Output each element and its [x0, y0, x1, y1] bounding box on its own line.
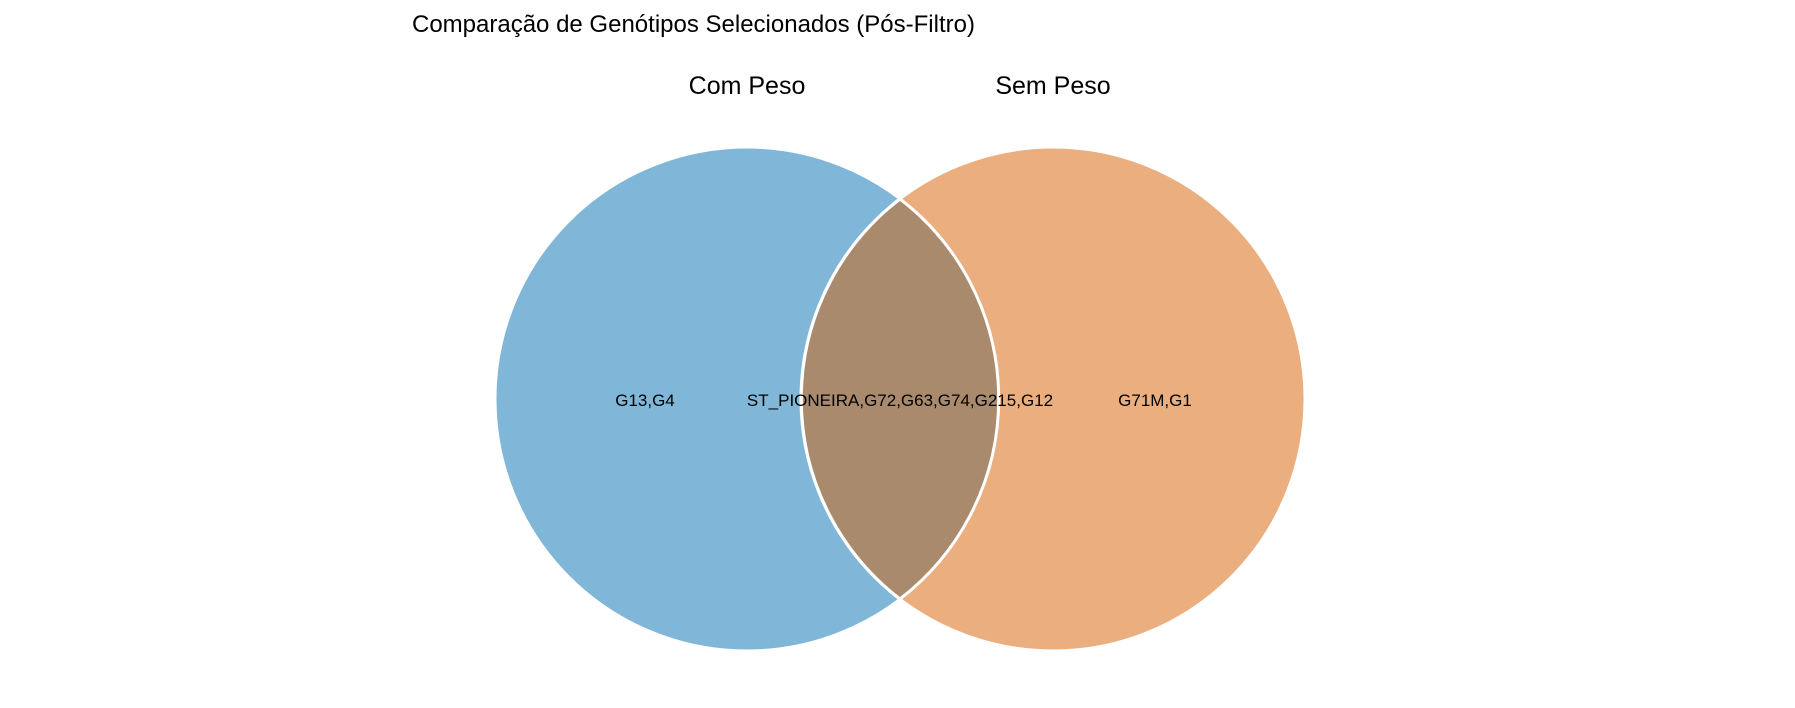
intersection-region: [799, 197, 1001, 601]
region-label-intersection: ST_PIONEIRA,G72,G63,G74,G215,G12: [747, 391, 1053, 410]
region-label-only-com-peso: G13,G4: [615, 391, 675, 410]
set-label-com-peso: Com Peso: [689, 72, 806, 100]
set-label-sem-peso: Sem Peso: [995, 72, 1110, 100]
region-label-only-sem-peso: G71M,G1: [1118, 391, 1192, 410]
chart-title: Comparação de Genótipos Selecionados (Pó…: [412, 11, 975, 38]
